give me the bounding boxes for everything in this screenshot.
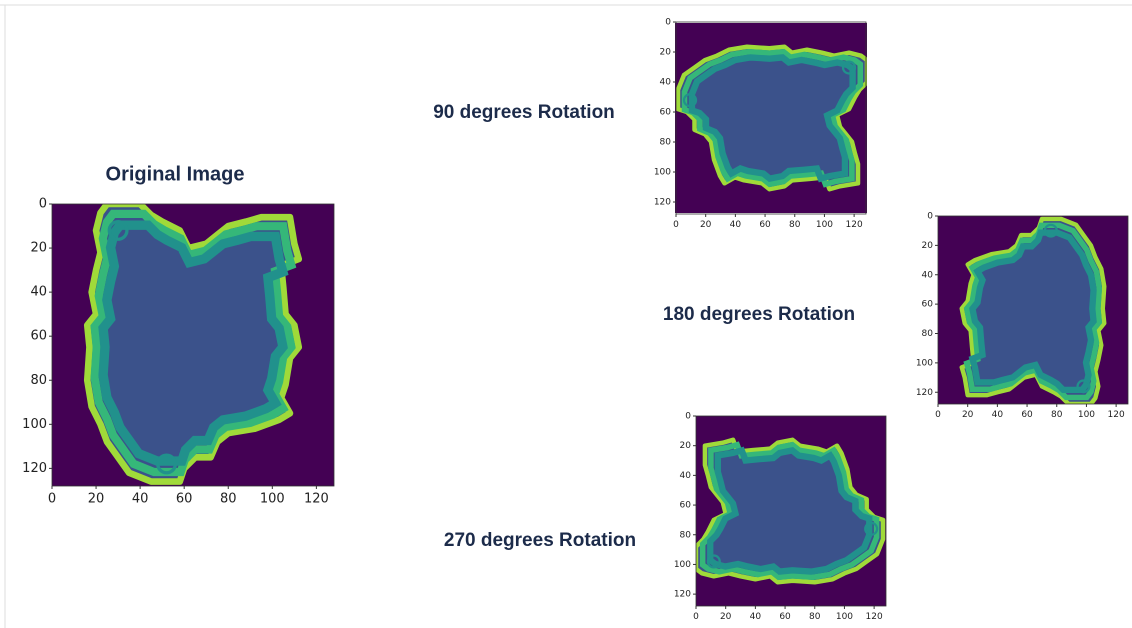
x-tick-label: 0 <box>673 220 679 230</box>
y-tick-label: 100 <box>22 417 47 432</box>
y-tick-label: 40 <box>30 285 47 300</box>
image-frame <box>937 215 1129 405</box>
x-tick-label: 120 <box>304 492 329 507</box>
y-tick-label: 20 <box>660 48 672 58</box>
x-tick-label: 100 <box>836 612 853 622</box>
x-tick-label: 60 <box>779 612 791 622</box>
image-frame <box>675 21 867 215</box>
image-plot <box>675 23 867 213</box>
x-tick-label: 80 <box>789 220 801 230</box>
x-tick-label: 20 <box>700 220 712 230</box>
x-tick-label: 20 <box>962 410 974 420</box>
panel-title: 270 degrees Rotation <box>444 530 636 551</box>
x-tick-label: 40 <box>132 492 149 507</box>
y-tick-label: 40 <box>660 78 672 88</box>
x-tick-label: 40 <box>992 410 1004 420</box>
x-tick-label: 100 <box>816 220 833 230</box>
x-tick-label: 120 <box>846 220 863 230</box>
x-tick-label: 80 <box>809 612 821 622</box>
y-tick-label: 0 <box>927 212 933 222</box>
image-frame <box>51 203 335 487</box>
image <box>675 23 867 213</box>
x-tick-label: 0 <box>48 492 56 507</box>
x-tick-label: 0 <box>693 612 699 622</box>
panel-title: Original Image <box>106 163 245 185</box>
y-tick-label: 80 <box>30 373 47 388</box>
x-tick-label: 20 <box>720 612 732 622</box>
x-tick-label: 40 <box>750 612 762 622</box>
x-tick-label: 0 <box>935 410 941 420</box>
y-tick-label: 0 <box>685 412 691 422</box>
image <box>52 204 334 486</box>
y-tick-label: 120 <box>916 388 933 398</box>
y-tick-label: 40 <box>922 270 934 280</box>
x-tick-label: 60 <box>176 492 193 507</box>
y-tick-label: 100 <box>916 358 933 368</box>
image <box>938 216 1128 404</box>
y-tick-label: 60 <box>30 329 47 344</box>
image-plot <box>938 216 1128 404</box>
y-tick-label: 100 <box>674 560 691 570</box>
y-tick-label: 60 <box>680 501 692 511</box>
x-tick-label: 120 <box>1108 410 1125 420</box>
y-tick-label: 80 <box>922 329 934 339</box>
x-tick-label: 60 <box>759 220 771 230</box>
y-tick-label: 80 <box>660 138 672 148</box>
y-tick-label: 100 <box>654 168 671 178</box>
y-tick-label: 120 <box>22 461 47 476</box>
image-plot <box>52 204 334 486</box>
y-tick-label: 20 <box>922 241 934 251</box>
image-frame <box>695 415 887 607</box>
x-tick-label: 120 <box>866 612 883 622</box>
image-plot <box>696 416 886 606</box>
y-tick-label: 60 <box>922 300 934 310</box>
y-tick-label: 20 <box>30 241 47 256</box>
y-tick-label: 80 <box>680 530 692 540</box>
panel-title: 180 degrees Rotation <box>663 304 855 325</box>
y-tick-label: 120 <box>674 590 691 600</box>
image <box>696 416 886 606</box>
panel-title: 90 degrees Rotation <box>433 102 615 123</box>
x-tick-label: 80 <box>1051 410 1063 420</box>
x-tick-label: 80 <box>220 492 237 507</box>
x-tick-label: 60 <box>1021 410 1033 420</box>
y-tick-label: 60 <box>660 108 672 118</box>
x-tick-label: 100 <box>1078 410 1095 420</box>
y-tick-label: 40 <box>680 471 692 481</box>
x-tick-label: 40 <box>730 220 742 230</box>
y-tick-label: 0 <box>39 197 47 212</box>
y-tick-label: 0 <box>665 18 671 28</box>
x-tick-label: 100 <box>260 492 285 507</box>
y-tick-label: 20 <box>680 441 692 451</box>
x-tick-label: 20 <box>88 492 105 507</box>
y-tick-label: 120 <box>654 198 671 208</box>
